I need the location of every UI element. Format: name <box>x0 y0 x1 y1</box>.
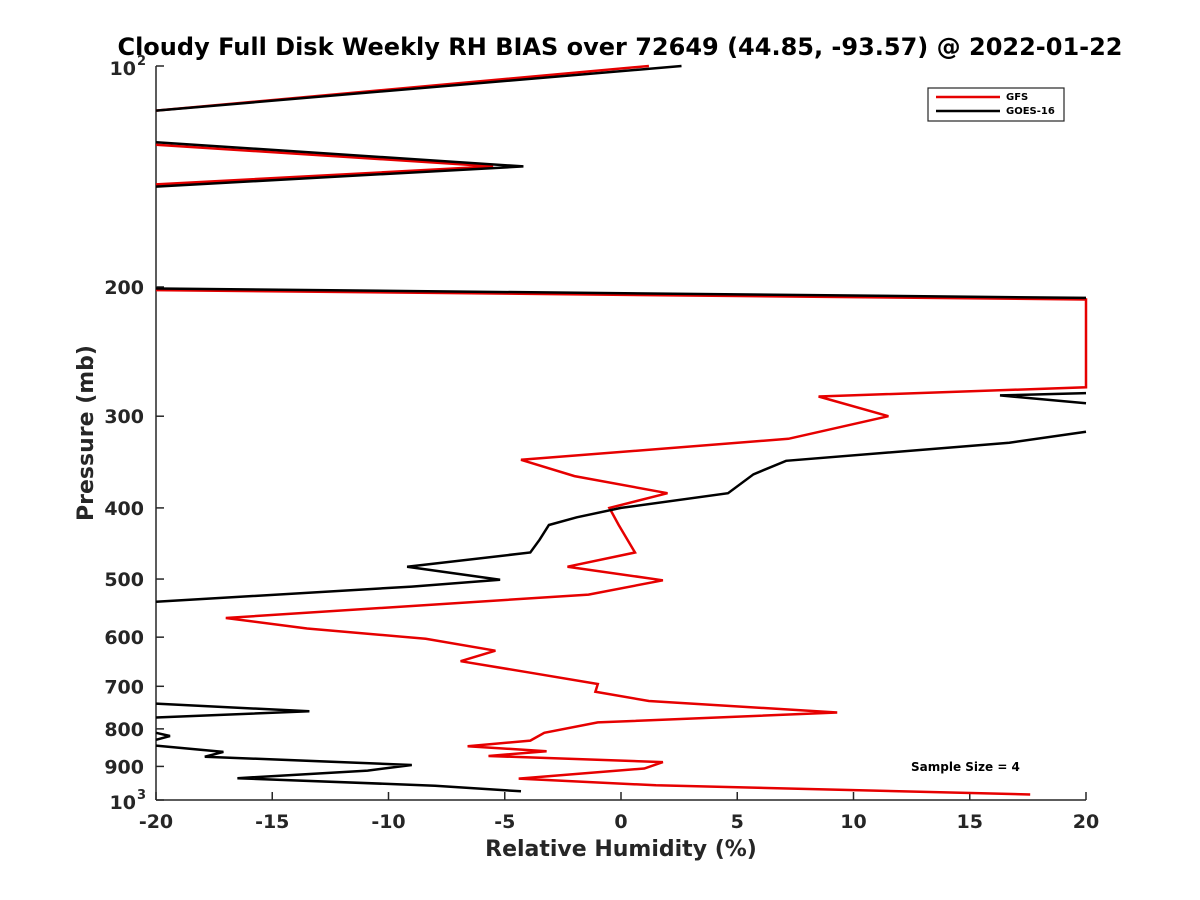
legend-box <box>927 87 1065 122</box>
y-tick-label: 900 <box>104 756 144 778</box>
x-axis-ticks: -20 -15 -10 -5 0 5 10 15 20 <box>139 792 1099 833</box>
y-tick-label: 200 <box>104 277 144 299</box>
series-line-goes16 <box>155 64 1087 793</box>
plot-area: -20 -15 -10 -5 0 5 10 15 20 10 220030040050060070… <box>104 54 1099 833</box>
x-tick-label: 10 <box>840 811 866 833</box>
sample-size-annotation: Sample Size = 4 <box>911 760 1020 774</box>
series-line-gfs <box>155 64 1088 796</box>
x-tick-label: -15 <box>255 811 289 833</box>
x-tick-label: 5 <box>731 811 744 833</box>
chart-title: Cloudy Full Disk Weekly RH BIAS over 726… <box>117 33 1122 61</box>
x-tick-label: -5 <box>494 811 515 833</box>
y-tick-label: 10 <box>110 792 136 814</box>
x-tick-label: 0 <box>614 811 627 833</box>
x-axis-label: Relative Humidity (%) <box>485 837 757 862</box>
y-tick-exponent: 2 <box>137 54 146 69</box>
y-axis-label: Pressure (mb) <box>74 345 99 521</box>
y-tick-label: 700 <box>104 676 144 698</box>
x-tick-label: -10 <box>371 811 405 833</box>
y-tick-label: 600 <box>104 627 144 649</box>
y-tick-label: 800 <box>104 719 144 741</box>
x-tick-label: 20 <box>1073 811 1099 833</box>
y-tick-label: 300 <box>104 406 144 428</box>
series-lines <box>155 64 1088 796</box>
legend-label-goes16: GOES-16 <box>1006 106 1055 117</box>
y-tick-label: 400 <box>104 498 144 520</box>
y-tick-exponent: 3 <box>137 788 146 803</box>
legend-label-gfs: GFS <box>1006 92 1028 103</box>
x-tick-label: 15 <box>957 811 983 833</box>
y-tick-label: 10 <box>110 58 136 80</box>
x-tick-label: -20 <box>139 811 173 833</box>
y-tick-label: 500 <box>104 569 144 591</box>
legend: GFS GOES-16 <box>927 87 1065 122</box>
